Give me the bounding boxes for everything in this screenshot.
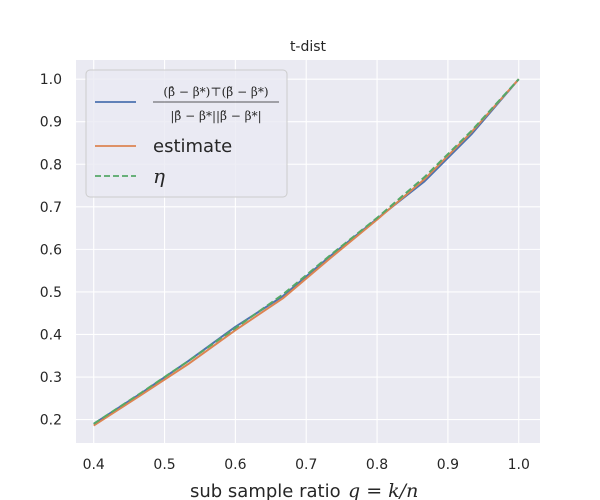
y-tick-label: 1.0 — [40, 72, 62, 88]
y-tick-label: 0.9 — [40, 115, 62, 131]
legend-label-cosine-numerator: (β̂ − β*)⊤(β̃ − β*) — [163, 85, 268, 99]
x-tick-label: 0.5 — [153, 457, 175, 473]
y-tick-label: 0.4 — [40, 327, 62, 343]
x-axis-label: sub sample ratio — [190, 481, 341, 500]
series-line-estimate — [93, 78, 520, 427]
legend-label-eta: η — [153, 164, 165, 188]
x-axis-label-math: q = k/n — [348, 480, 418, 500]
y-tick-label: 0.6 — [40, 242, 62, 258]
x-tick-labels: 0.4 0.5 0.6 0.7 0.8 0.9 1.0 — [83, 457, 530, 473]
y-tick-label: 0.5 — [40, 285, 62, 301]
series-lines — [93, 78, 520, 427]
chart-title: t-dist — [290, 39, 327, 55]
y-tick-labels: 0.2 0.3 0.4 0.5 0.6 0.7 0.8 0.9 1.0 — [40, 72, 62, 428]
y-tick-label: 0.2 — [40, 413, 62, 429]
x-tick-label: 0.4 — [83, 457, 105, 473]
series-line-eta — [93, 78, 520, 425]
legend: (β̂ − β*)⊤(β̃ − β*) |β̂ − β*||β̃ − β*| e… — [85, 69, 288, 198]
x-tick-label: 0.7 — [295, 457, 317, 473]
legend-label-cosine-denominator: |β̂ − β*||β̃ − β*| — [170, 109, 261, 123]
legend-label-estimate: estimate — [153, 136, 232, 157]
x-tick-label: 0.8 — [366, 457, 388, 473]
x-tick-label: 0.6 — [224, 457, 246, 473]
x-tick-label: 1.0 — [508, 457, 530, 473]
y-tick-label: 0.8 — [40, 157, 62, 173]
y-tick-label: 0.3 — [40, 370, 62, 386]
x-tick-label: 0.9 — [437, 457, 459, 473]
y-tick-label: 0.7 — [40, 200, 62, 216]
